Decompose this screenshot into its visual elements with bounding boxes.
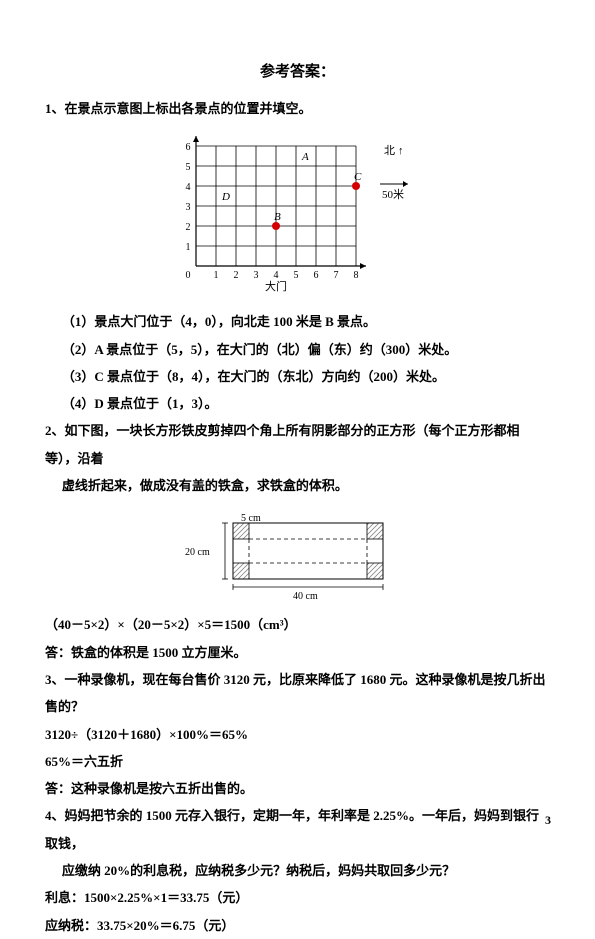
scenic-chart: 1 2 3 4 5 6 7 8 1 2 3 4 5 6 0 A B C D 大门 北↑ 50米 [45, 134, 550, 294]
svg-text:50米: 50米 [382, 188, 404, 201]
svg-text:7: 7 [333, 270, 338, 281]
svg-text:6: 6 [185, 142, 190, 153]
svg-text:20 cm: 20 cm [185, 547, 210, 558]
svg-text:北: 北 [384, 144, 395, 157]
svg-text:6: 6 [313, 270, 318, 281]
svg-text:3: 3 [253, 270, 258, 281]
svg-text:4: 4 [185, 182, 190, 193]
svg-text:2: 2 [233, 270, 238, 281]
q1-a2: （2）A 景点位于（5，5），在大门的（北）偏（东）约（300）米处。 [45, 336, 550, 363]
svg-text:1: 1 [185, 242, 190, 253]
svg-text:B: B [274, 211, 281, 223]
box-figure: 5 cm 20 cm 40 cm [45, 509, 550, 599]
q1-a3: （3）C 景点位于（8，4），在大门的（东北）方向约（200）米处。 [45, 363, 550, 390]
svg-text:C: C [354, 171, 362, 183]
q4-prompt-a: 4、妈妈把节余的 1500 元存入银行，定期一年，年利率是 2.25%。一年后，… [45, 802, 550, 857]
q3-prompt: 3、一种录像机，现在每台售价 3120 元，比原来降低了 1680 元。这种录像… [45, 666, 550, 721]
q4-calc1: 利息：1500×2.25%×1＝33.75（元） [45, 884, 550, 911]
svg-text:↑: ↑ [398, 145, 404, 157]
q1-a4: （4）D 景点位于（1，3）。 [45, 390, 550, 417]
svg-text:大门: 大门 [265, 279, 287, 293]
q4-calc2: 应纳税：33.75×20%＝6.75（元） [45, 912, 550, 939]
q3-calc1: 3120÷（3120＋1680）×100%＝65% [45, 721, 550, 748]
svg-text:5 cm: 5 cm [241, 513, 261, 524]
svg-text:0: 0 [185, 270, 190, 281]
q1-a1: （1）景点大门位于（4，0），向北走 100 米是 B 景点。 [45, 308, 550, 335]
q2-ans: 答：铁盒的体积是 1500 立方厘米。 [45, 639, 550, 666]
svg-text:D: D [221, 191, 230, 203]
svg-text:1: 1 [213, 270, 218, 281]
svg-text:2: 2 [185, 222, 190, 233]
svg-text:4: 4 [273, 270, 278, 281]
page-number: 3 [545, 813, 551, 828]
svg-text:40 cm: 40 cm [293, 591, 318, 599]
q3-ans: 答：这种录像机是按六五折出售的。 [45, 775, 550, 802]
svg-text:5: 5 [293, 270, 298, 281]
svg-text:3: 3 [185, 202, 190, 213]
svg-text:8: 8 [353, 270, 358, 281]
q2-prompt-b: 虚线折起来，做成没有盖的铁盒，求铁盒的体积。 [45, 472, 550, 499]
q2-prompt-a: 2、如下图，一块长方形铁皮剪掉四个角上所有阴影部分的正方形（每个正方形都相等），… [45, 417, 550, 472]
page-title: 参考答案： [45, 60, 550, 81]
svg-text:5: 5 [185, 162, 190, 173]
q3-calc2: 65%＝六五折 [45, 748, 550, 775]
q1-prompt: 1、在景点示意图上标出各景点的位置并填空。 [45, 95, 550, 122]
svg-text:A: A [301, 151, 309, 163]
q2-calc: （40－5×2）×（20－5×2）×5＝1500（cm³） [45, 611, 550, 638]
q4-prompt-b: 应缴纳 20%的利息税，应纳税多少元？纳税后，妈妈共取回多少元？ [45, 857, 550, 884]
